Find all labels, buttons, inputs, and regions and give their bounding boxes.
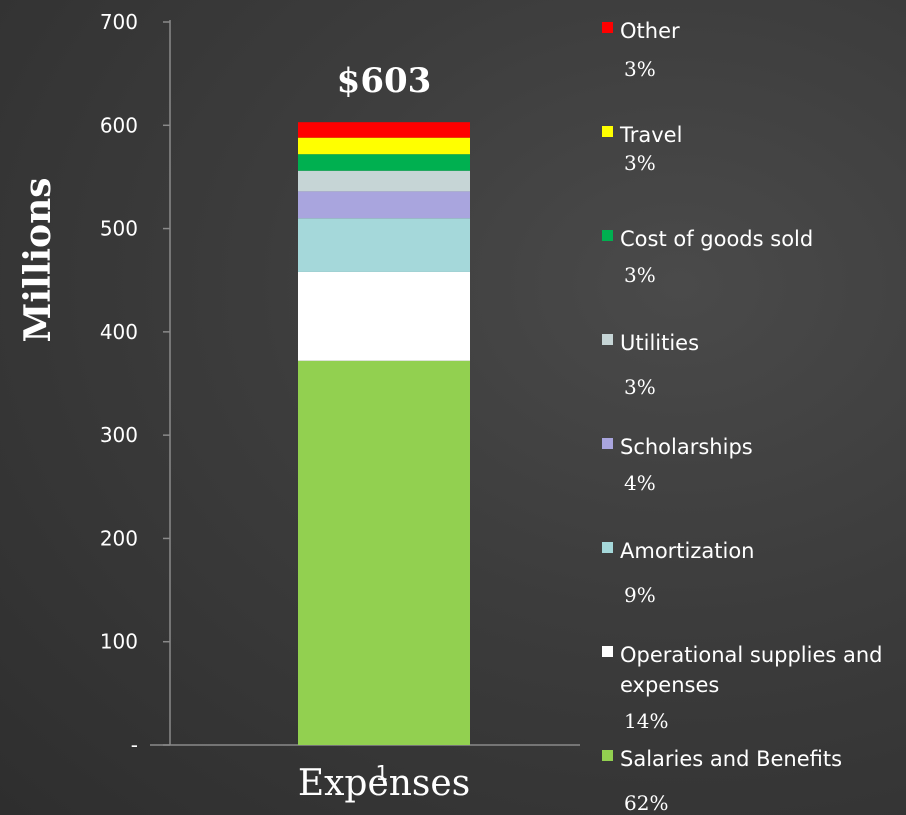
legend-label: Travel xyxy=(619,123,682,147)
bar-segment xyxy=(298,360,470,745)
legend-percent: 3% xyxy=(624,57,656,81)
y-axis-label: Millions xyxy=(17,177,59,342)
legend-label: Salaries and Benefits xyxy=(620,747,842,771)
legend-swatch xyxy=(602,750,613,761)
y-tick-label: 600 xyxy=(100,113,138,137)
legend-label: expenses xyxy=(620,673,719,697)
legend-label: Operational supplies and xyxy=(620,643,883,667)
x-tick-label: 1 xyxy=(376,761,389,785)
bar-segment xyxy=(298,137,470,155)
legend-percent: 4% xyxy=(624,471,656,495)
legend-percent: 62% xyxy=(624,791,668,815)
y-axis-ticks: - 100 200 300 400 500 600 700 xyxy=(100,10,170,757)
legend-percent: 9% xyxy=(624,583,656,607)
legend-swatch xyxy=(602,438,613,449)
y-tick-label: - xyxy=(131,733,138,757)
bar-total-label: $603 xyxy=(337,61,432,101)
bar-segment xyxy=(298,122,470,138)
legend-label: Cost of goods sold xyxy=(620,227,813,251)
bar-segment xyxy=(298,218,470,272)
stacked-bar xyxy=(298,122,470,745)
legend-label: Utilities xyxy=(620,331,699,355)
legend-label: Other xyxy=(620,19,680,43)
y-tick-label: 200 xyxy=(100,526,138,550)
bar-segment xyxy=(298,191,470,219)
legend-percent: 3% xyxy=(624,151,656,175)
legend-percent: 14% xyxy=(624,709,668,733)
y-tick-label: 300 xyxy=(100,423,138,447)
bar-segment xyxy=(298,271,470,361)
y-tick-label: 500 xyxy=(100,217,138,241)
legend-swatch xyxy=(602,22,613,33)
bar-segment xyxy=(298,170,470,192)
legend-percent: 3% xyxy=(624,375,656,399)
legend: Other 3% Travel 3% Cost of goods sold 3% Utili… xyxy=(602,19,883,815)
x-category-label: Expenses xyxy=(298,763,470,804)
y-tick-label: 400 xyxy=(100,320,138,344)
legend-label: Amortization xyxy=(620,539,755,563)
y-tick-label: 100 xyxy=(100,630,138,654)
legend-swatch xyxy=(602,126,613,137)
bar-segment xyxy=(298,154,470,171)
legend-swatch xyxy=(602,542,613,553)
legend-swatch xyxy=(602,230,613,241)
legend-label: Scholarships xyxy=(620,435,753,459)
y-tick-label: 700 xyxy=(100,10,138,34)
legend-percent: 3% xyxy=(624,263,656,287)
legend-swatch xyxy=(602,646,613,657)
legend-swatch xyxy=(602,334,613,345)
